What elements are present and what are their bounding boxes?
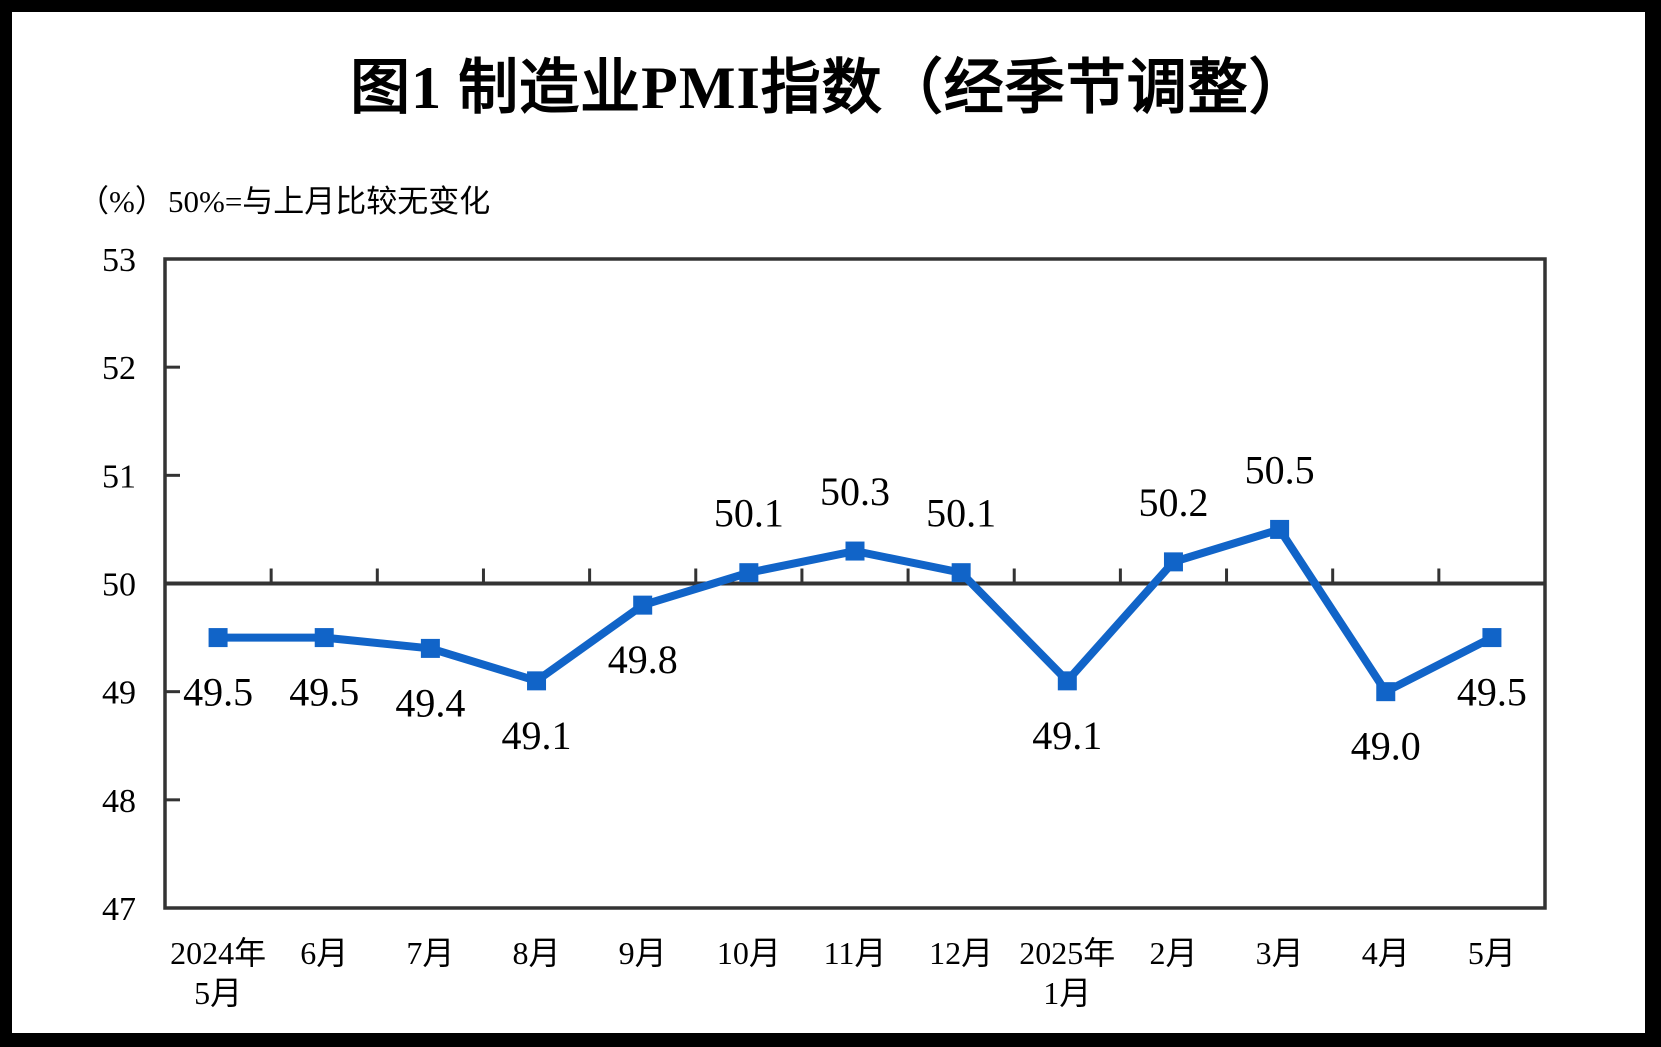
frame-bottom	[0, 1033, 1661, 1047]
y-axis-tick-label: 50	[102, 567, 136, 604]
y-axis-tick-label: 52	[102, 350, 136, 387]
x-axis-tick-label: 9月	[619, 935, 667, 971]
data-point-label: 49.4	[395, 680, 465, 725]
data-point-marker	[420, 638, 440, 658]
data-point-label: 50.3	[820, 469, 890, 514]
data-point-marker	[951, 563, 971, 583]
data-point-marker	[1376, 682, 1396, 702]
y-axis-unit-label: （%）	[78, 184, 166, 219]
data-point-label: 49.8	[608, 637, 678, 682]
data-point-label: 49.5	[289, 670, 359, 715]
reference-line-note: 50%=与上月比较无变化	[168, 184, 490, 219]
frame-top	[0, 0, 1661, 12]
x-axis-tick-sublabel: 5月	[194, 975, 242, 1011]
x-axis-tick-label: 10月	[717, 935, 781, 971]
data-point-marker	[1270, 519, 1290, 539]
y-axis-tick-label: 53	[102, 242, 136, 279]
data-point-marker	[314, 628, 334, 648]
data-point-label: 50.1	[714, 491, 784, 536]
x-axis-tick-label: 7月	[406, 935, 454, 971]
y-axis-tick-label: 49	[102, 675, 136, 712]
data-point-marker	[1057, 671, 1077, 691]
data-point-label: 49.5	[183, 670, 253, 715]
data-point-marker	[1163, 552, 1183, 572]
data-point-marker	[739, 563, 759, 583]
data-point-marker	[208, 628, 228, 648]
x-axis-tick-label: 2025年	[1019, 935, 1115, 971]
x-axis-tick-label: 6月	[300, 935, 348, 971]
x-axis-tick-label: 2月	[1149, 935, 1197, 971]
data-point-marker	[845, 541, 865, 561]
frame-right	[1645, 0, 1661, 1047]
data-point-marker	[1482, 628, 1502, 648]
data-point-marker	[527, 671, 547, 691]
x-axis-tick-label: 8月	[513, 935, 561, 971]
y-axis-tick-label: 47	[102, 891, 136, 928]
data-point-label: 50.2	[1138, 480, 1208, 525]
data-point-label: 49.1	[1032, 713, 1102, 758]
y-axis-tick-label: 48	[102, 783, 136, 820]
frame-left	[0, 0, 12, 1047]
data-point-label: 49.1	[502, 713, 572, 758]
chart-title: 图1 制造业PMI指数（经季节调整）	[350, 54, 1310, 121]
x-axis-tick-sublabel: 1月	[1043, 975, 1091, 1011]
x-axis-tick-label: 3月	[1256, 935, 1304, 971]
data-point-label: 50.5	[1245, 447, 1315, 492]
x-axis-tick-label: 2024年	[170, 935, 266, 971]
y-axis-tick-label: 51	[102, 458, 136, 495]
data-point-label: 49.0	[1351, 724, 1421, 769]
x-axis-tick-label: 4月	[1362, 935, 1410, 971]
data-point-label: 49.5	[1457, 670, 1527, 715]
plot-area: 53 52 51 50 49 48 47 2024年 5月 6月 7月 8月 9月 10月 11月 12月 20…	[102, 242, 1547, 1011]
x-axis-tick-label: 5月	[1468, 935, 1516, 971]
x-axis-tick-label: 11月	[824, 935, 887, 971]
data-point-label: 50.1	[926, 491, 996, 536]
x-axis-tick-label: 12月	[929, 935, 993, 971]
data-point-marker	[633, 595, 653, 615]
